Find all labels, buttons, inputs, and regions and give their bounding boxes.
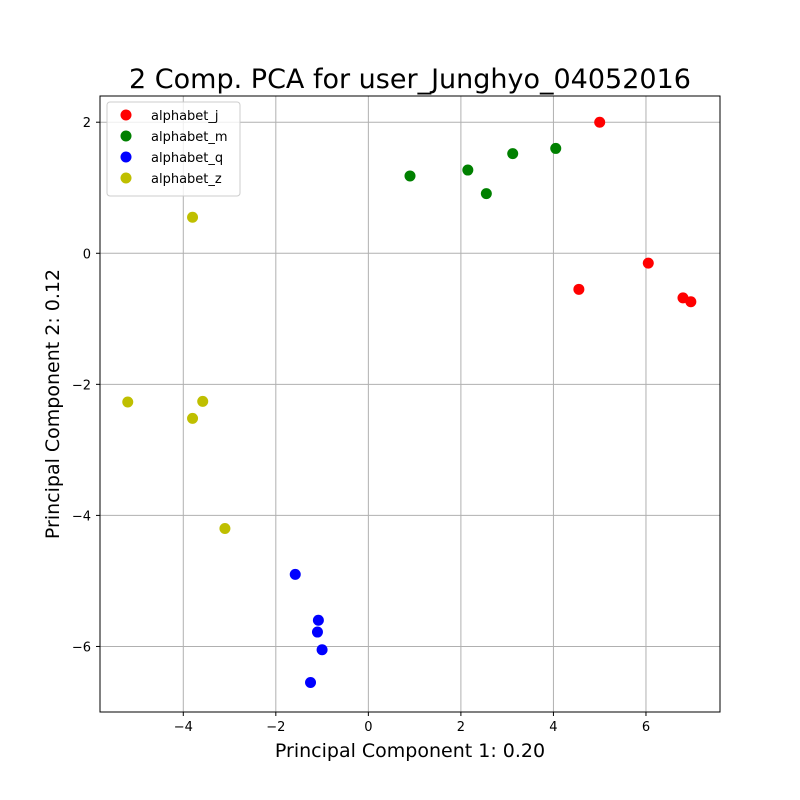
legend-box	[106, 101, 241, 197]
data-point-alphabet_q	[311, 626, 323, 638]
plot-frame	[99, 95, 721, 713]
data-point-alphabet_j	[642, 257, 654, 269]
y-tick-label: 2	[83, 116, 91, 131]
x-tick-label: −2	[266, 720, 285, 735]
y-tick-label: −4	[72, 509, 91, 524]
data-point-alphabet_j	[573, 283, 585, 295]
chart-title: 2 Comp. PCA for user_Junghyo_04052016	[129, 64, 691, 95]
y-tick-label: 0	[83, 247, 91, 262]
legend-marker	[120, 109, 132, 121]
y-tick-label: −6	[72, 640, 91, 655]
y-axis-label: Principal Component 2: 0.12	[42, 269, 64, 539]
data-point-alphabet_q	[305, 677, 317, 689]
legend-label: alphabet_q	[151, 151, 223, 166]
legend: alphabet_j alphabet_m alphabet_q alphabet_z	[106, 101, 241, 197]
y-tick-label: −2	[72, 378, 91, 393]
axis-ticks: −4 −2 0 2 4 6 −6 −4 −2 0 2	[72, 116, 650, 735]
data-point-alphabet_j	[594, 116, 606, 128]
data-point-alphabet_q	[312, 614, 324, 626]
data-point-alphabet_m	[404, 170, 416, 182]
data-point-alphabet_m	[550, 142, 562, 154]
legend-label: alphabet_j	[151, 109, 219, 124]
data-point-alphabet_z	[197, 395, 209, 407]
legend-marker	[120, 151, 132, 163]
data-point-alphabet_m	[507, 148, 519, 160]
data-point-alphabet_m	[480, 188, 492, 200]
legend-marker	[120, 130, 132, 142]
x-tick-label: 4	[549, 720, 557, 735]
data-point-alphabet_z	[122, 396, 134, 408]
data-point-alphabet_z	[187, 211, 199, 223]
x-axis-label: Principal Component 1: 0.20	[275, 740, 545, 762]
x-tick-label: 2	[457, 720, 465, 735]
legend-marker	[120, 172, 132, 184]
x-tick-label: −4	[174, 720, 193, 735]
legend-label: alphabet_z	[151, 172, 222, 187]
data-points	[122, 116, 697, 689]
x-tick-label: 0	[364, 720, 372, 735]
x-tick-label: 6	[642, 720, 650, 735]
data-point-alphabet_q	[289, 568, 301, 580]
data-point-alphabet_q	[316, 644, 328, 656]
data-point-alphabet_z	[187, 412, 199, 424]
data-point-alphabet_m	[462, 164, 474, 176]
data-point-alphabet_z	[219, 523, 231, 535]
legend-label: alphabet_m	[151, 130, 228, 145]
data-point-alphabet_j	[685, 296, 697, 308]
